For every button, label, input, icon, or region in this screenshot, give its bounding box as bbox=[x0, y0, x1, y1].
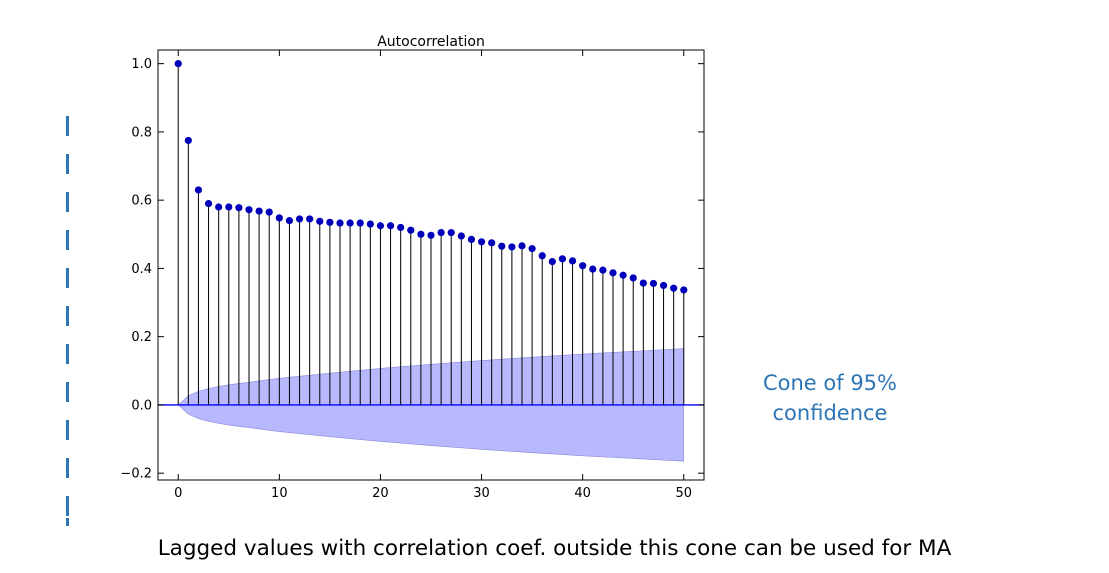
dash-segment bbox=[66, 496, 69, 516]
x-tick-label: 10 bbox=[271, 486, 288, 501]
acf-point bbox=[255, 207, 263, 215]
acf-point bbox=[326, 218, 334, 226]
acf-point bbox=[356, 219, 364, 227]
dash-segment bbox=[66, 344, 69, 364]
acf-point bbox=[599, 266, 607, 274]
plot-frame bbox=[157, 49, 705, 481]
acf-point bbox=[670, 284, 678, 292]
y-tick-label: 0.4 bbox=[131, 262, 152, 277]
x-tick-label: 50 bbox=[676, 486, 693, 501]
acf-point bbox=[528, 245, 536, 253]
dash-segment bbox=[66, 230, 69, 250]
acf-point bbox=[467, 235, 476, 244]
x-tick-label: 0 bbox=[174, 486, 182, 501]
acf-point bbox=[386, 222, 395, 230]
acf-point bbox=[174, 60, 182, 68]
acf-point bbox=[235, 204, 243, 212]
x-tick-label: 20 bbox=[372, 486, 389, 501]
acf-point bbox=[407, 226, 415, 234]
cone-annotation-line1: Cone of 95% bbox=[762, 371, 897, 395]
acf-point bbox=[447, 228, 455, 237]
acf-point bbox=[609, 269, 617, 277]
acf-point bbox=[316, 217, 324, 225]
dash-segment bbox=[66, 306, 69, 326]
acf-point bbox=[265, 208, 273, 216]
acf-point bbox=[285, 217, 294, 225]
acf-point bbox=[518, 242, 526, 250]
acf-point bbox=[245, 206, 253, 214]
dash-segment bbox=[66, 458, 69, 478]
acf-point bbox=[215, 203, 223, 211]
acf-point bbox=[568, 257, 577, 265]
acf-point bbox=[336, 219, 344, 227]
acf-point bbox=[397, 223, 405, 232]
slide-caption: Lagged values with correlation coef. out… bbox=[157, 536, 952, 561]
acf-point bbox=[579, 262, 587, 270]
acf-point bbox=[619, 271, 627, 279]
acf-point bbox=[295, 215, 304, 223]
acf-point bbox=[346, 219, 354, 227]
acf-point bbox=[659, 281, 668, 290]
y-tick-label: 0.8 bbox=[131, 125, 152, 140]
dash-segment bbox=[66, 382, 69, 402]
y-tick-label: 0.6 bbox=[131, 194, 152, 209]
dash-segment bbox=[66, 192, 69, 212]
dash-segment bbox=[66, 420, 69, 440]
acf-point bbox=[225, 203, 233, 211]
dash-segment bbox=[66, 268, 69, 288]
acf-point bbox=[477, 238, 486, 246]
acf-point bbox=[508, 243, 516, 251]
acf-point bbox=[629, 274, 637, 282]
chart-title: Autocorrelation bbox=[377, 34, 485, 50]
acf-point bbox=[558, 255, 567, 263]
acf-point bbox=[437, 228, 445, 237]
acf-point bbox=[589, 265, 597, 273]
cone-annotation: Cone of 95% confidence bbox=[730, 368, 930, 428]
dash-segment bbox=[66, 518, 69, 526]
acf-point bbox=[457, 232, 465, 240]
acf-point bbox=[488, 239, 496, 247]
acf-point bbox=[184, 136, 192, 145]
acf-point bbox=[538, 252, 546, 260]
acf-point bbox=[306, 215, 314, 223]
acf-point bbox=[366, 220, 374, 228]
acf-point bbox=[548, 257, 556, 266]
acf-point bbox=[275, 214, 283, 222]
y-tick-label: −0.2 bbox=[120, 467, 152, 482]
dash-segment bbox=[66, 116, 69, 136]
x-tick-label: 30 bbox=[473, 486, 490, 501]
x-tick-label: 40 bbox=[574, 486, 591, 501]
cone-annotation-line2: confidence bbox=[772, 401, 888, 425]
acf-point bbox=[204, 199, 213, 208]
acf-point bbox=[680, 286, 688, 294]
dash-segment bbox=[66, 154, 69, 174]
acf-point bbox=[376, 222, 385, 230]
y-tick-label: 0.2 bbox=[131, 330, 152, 345]
acf-point bbox=[639, 279, 647, 287]
acf-point bbox=[649, 279, 658, 288]
y-tick-label: 1.0 bbox=[131, 57, 152, 72]
acf-point bbox=[194, 186, 203, 194]
acf-point bbox=[417, 230, 425, 238]
acf-point bbox=[427, 231, 435, 239]
y-tick-label: 0.0 bbox=[131, 398, 152, 413]
acf-point bbox=[498, 242, 506, 250]
